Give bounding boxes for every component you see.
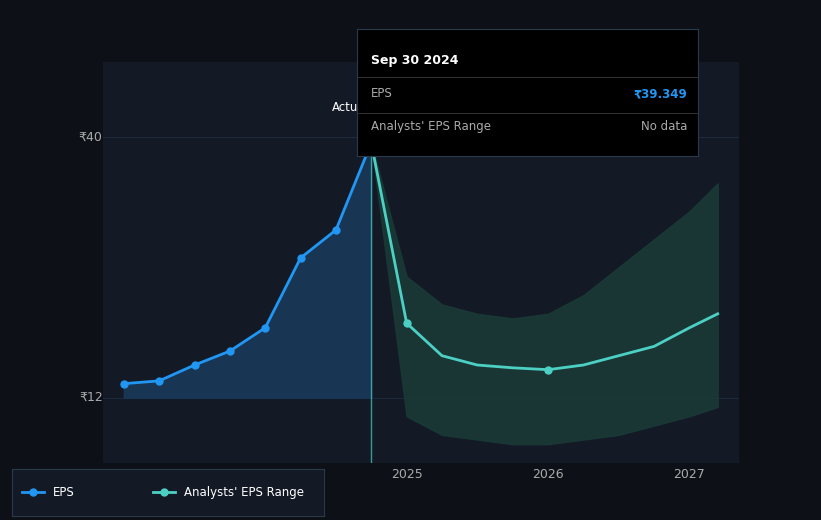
Text: ₹39.349: ₹39.349 xyxy=(634,87,688,100)
Text: EPS: EPS xyxy=(53,486,75,499)
Text: ₹12: ₹12 xyxy=(79,391,103,404)
Text: EPS: EPS xyxy=(371,87,392,100)
Text: No data: No data xyxy=(641,120,688,133)
Text: Analysts' EPS Range: Analysts' EPS Range xyxy=(184,486,304,499)
Text: ₹40: ₹40 xyxy=(79,131,103,144)
Text: Actual: Actual xyxy=(332,100,369,113)
Text: Sep 30 2024: Sep 30 2024 xyxy=(371,54,458,67)
Text: Analysts' EPS Range: Analysts' EPS Range xyxy=(371,120,491,133)
Text: Analysts Forecasts: Analysts Forecasts xyxy=(374,100,484,113)
